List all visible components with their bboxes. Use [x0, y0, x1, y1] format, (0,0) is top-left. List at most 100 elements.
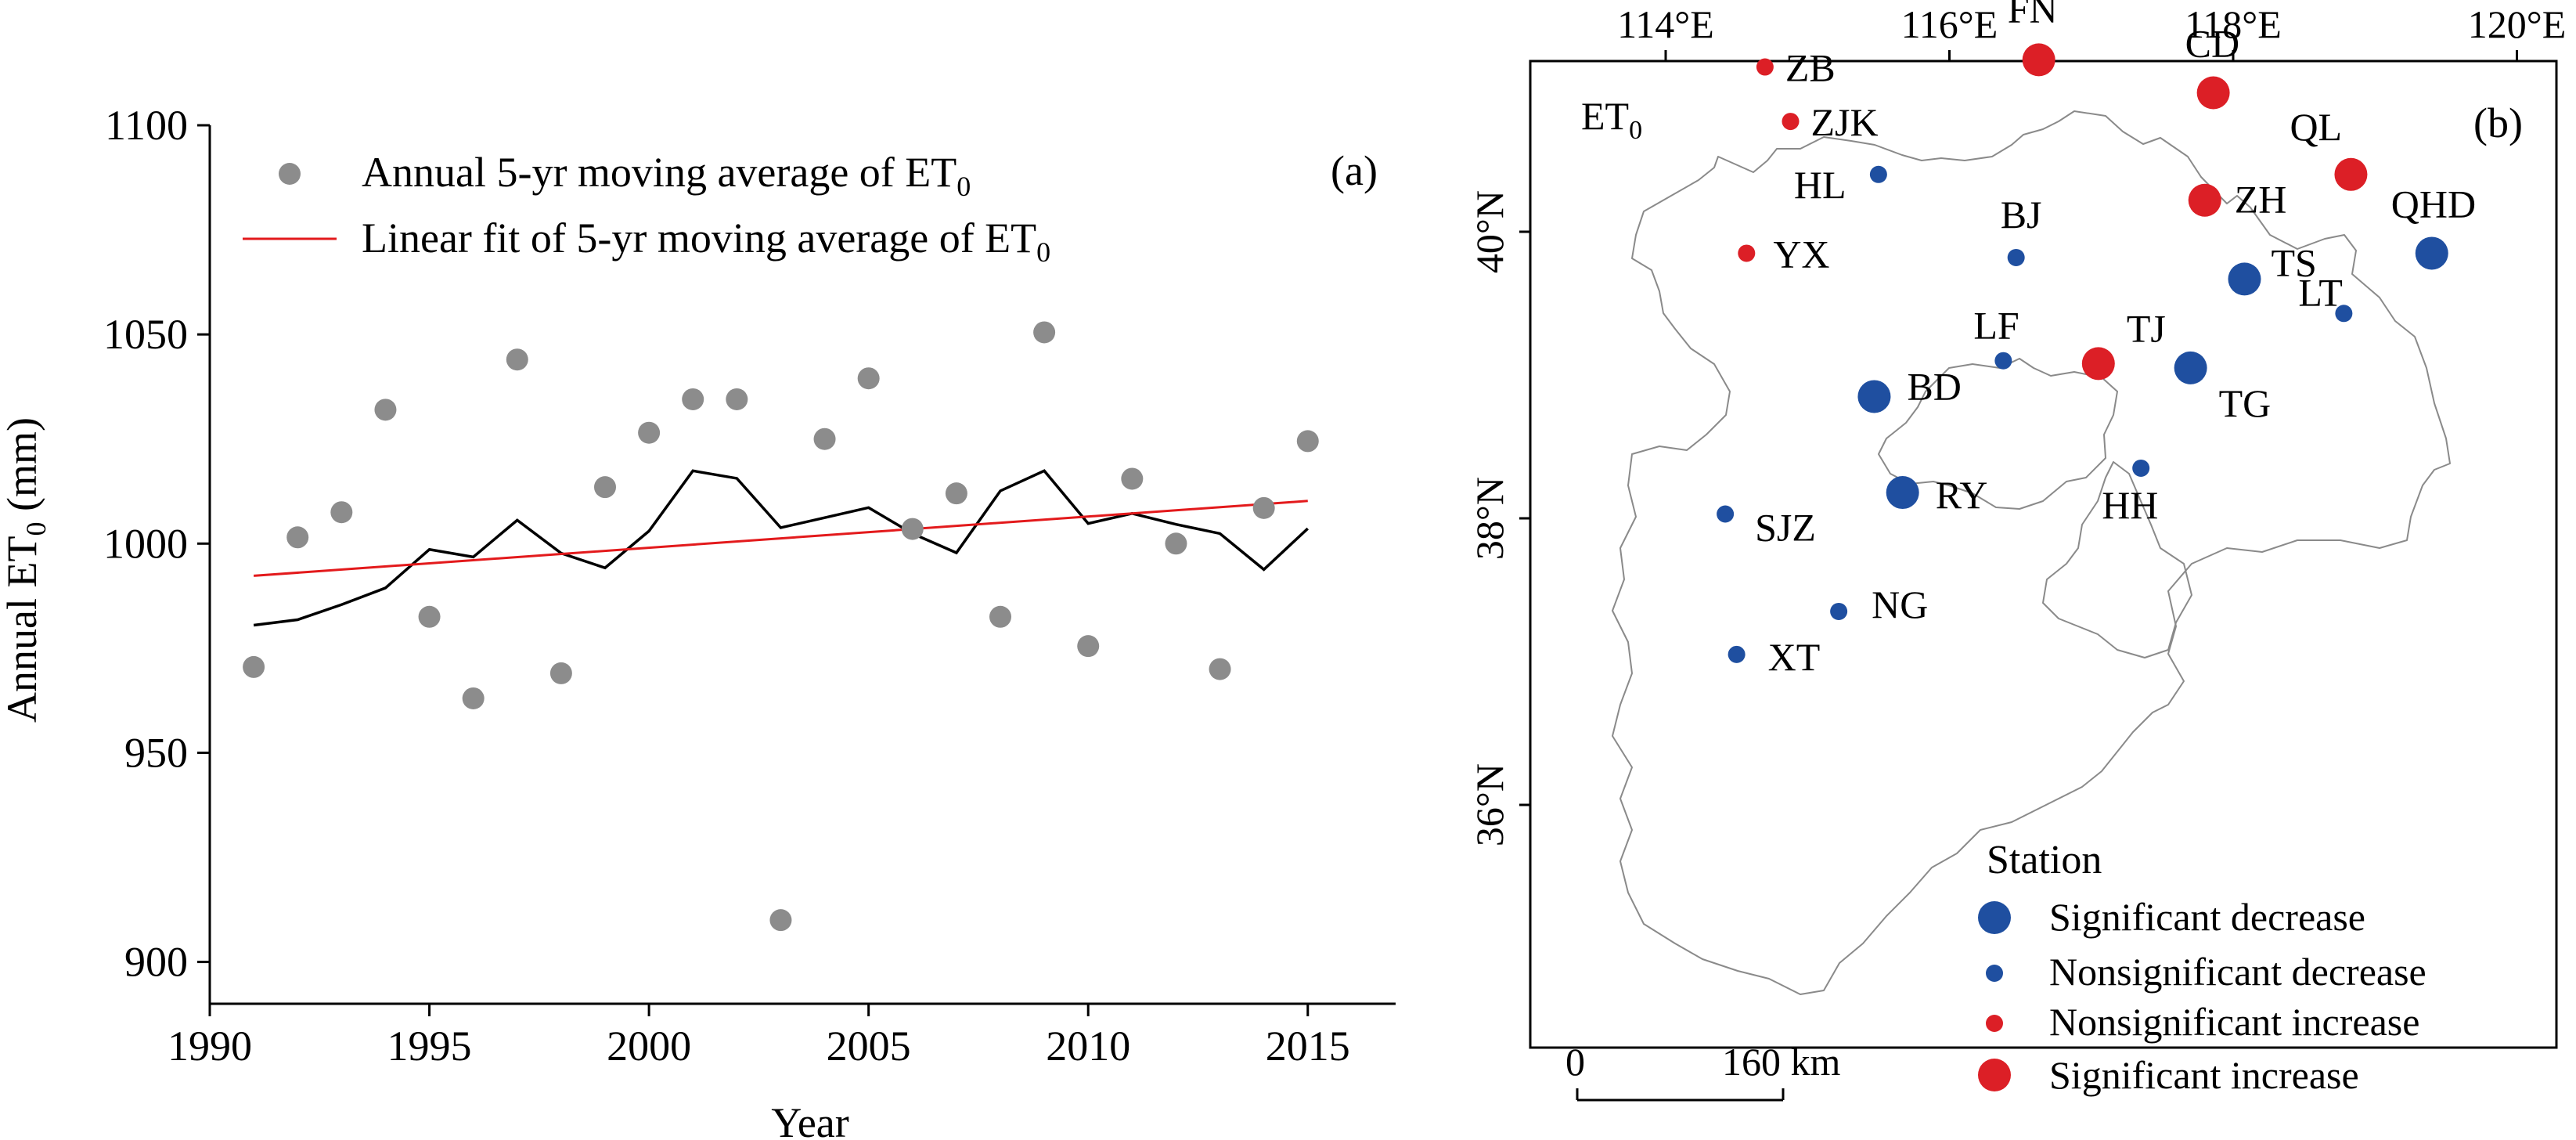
panel-a: 900 950 1000 1050 1100 1990 1995 2000 2005 2010 20…: [0, 102, 1396, 1140]
legend-nonsig-decrease-marker: [1986, 965, 2003, 982]
scale-bar-end: 160 km: [1722, 1040, 1841, 1084]
station-marker: [1756, 58, 1774, 76]
data-point: [813, 428, 836, 450]
legend-sig-increase-label: Significant increase: [2049, 1053, 2359, 1097]
moving-average-polyline: [253, 469, 1309, 627]
station-marker: [2188, 183, 2221, 217]
station-label: QHD: [2391, 182, 2476, 225]
station-label: CD: [2185, 21, 2239, 65]
data-point: [1209, 658, 1231, 680]
lon-tick-label: 114°E: [1617, 2, 1714, 46]
legend-nonsig-increase-marker: [1986, 1015, 2003, 1032]
legend-points-label: Annual 5-yr moving average of ET0: [362, 149, 971, 202]
region-boundaries: [1612, 110, 2451, 995]
scale-bar: 0 160 km: [1565, 1040, 1841, 1102]
panel-b-label: (b): [2473, 99, 2523, 146]
station-label: HH: [2102, 483, 2158, 527]
station-label: XT: [1768, 635, 1821, 679]
station-markers: WCFNCDZBZJKHLQLZHQHDBJYXTSLTLFTJTGBDRYHH…: [1717, 0, 2476, 679]
station-marker: [1717, 505, 1735, 523]
legend-sig-decrease-label: Significant decrease: [2049, 895, 2365, 939]
station-marker: [2132, 459, 2150, 477]
legend-fit-label: Linear fit of 5-yr moving average of ET0: [362, 215, 1050, 268]
station-label: BJ: [2001, 193, 2042, 236]
station-label: HL: [1794, 163, 1846, 207]
lon-tick-label: 118°E: [2185, 2, 2282, 46]
y-tick-label: 1100: [105, 102, 188, 149]
data-point: [286, 526, 309, 549]
panel-a-label: (a): [1331, 147, 1378, 194]
station-marker: [2022, 43, 2055, 77]
hebei-outer-boundary: [1612, 110, 2451, 995]
beijing-boundary: [1878, 358, 2118, 510]
data-point: [1077, 635, 1100, 658]
x-tick-label: 1990: [168, 1023, 252, 1070]
station-label: NG: [1872, 583, 1928, 626]
lat-tick-label: 38°N: [1468, 477, 1511, 560]
station-marker: [1782, 113, 1800, 131]
station-label: TJ: [2127, 306, 2166, 350]
data-point: [1033, 321, 1056, 344]
data-point: [330, 501, 353, 524]
scale-bar-zero: 0: [1565, 1040, 1585, 1084]
station-label: TS: [2272, 240, 2317, 284]
station-marker: [2335, 305, 2353, 323]
station-marker: [1886, 476, 1919, 510]
data-point: [857, 367, 880, 390]
data-point: [1165, 532, 1187, 555]
x-tick-label: 1995: [387, 1023, 472, 1070]
x-axis-title: Year: [771, 1099, 849, 1140]
moving-average-line: [253, 469, 1309, 627]
station-label: SJZ: [1755, 506, 1816, 550]
y-axis-title: Annual ET0 (mm): [0, 417, 52, 723]
data-point: [989, 605, 1011, 628]
scatter-points: [243, 321, 1319, 932]
station-marker: [2174, 351, 2207, 384]
data-point: [769, 909, 792, 932]
map-variable-label: ET0: [1581, 94, 1642, 145]
station-label: ZB: [1785, 46, 1836, 90]
data-point: [549, 662, 572, 684]
legend-sig-increase-marker: [1978, 1059, 2011, 1091]
data-point: [945, 482, 967, 505]
legend-nonsig-decrease-label: Nonsignificant decrease: [2049, 950, 2426, 994]
station-marker: [1728, 645, 1746, 663]
station-marker: [2228, 262, 2261, 296]
data-point: [243, 655, 265, 678]
data-point: [1252, 496, 1275, 519]
legend-nonsig-increase-label: Nonsignificant increase: [2049, 1000, 2419, 1044]
x-tick-label: 2005: [827, 1023, 911, 1070]
data-point: [638, 421, 661, 444]
data-point: [506, 348, 528, 371]
data-point: [1121, 467, 1144, 490]
data-point: [462, 687, 485, 709]
station-label: BD: [1907, 364, 1961, 408]
y-tick-label: 950: [124, 729, 188, 776]
station-marker: [1869, 165, 1887, 183]
station-label: LT: [2298, 270, 2343, 314]
data-point: [901, 518, 924, 540]
panel-a-axes: 900 950 1000 1050 1100 1990 1995 2000 2005 2010 20…: [103, 102, 1396, 1070]
data-point: [1296, 430, 1319, 453]
station-marker: [2007, 248, 2025, 266]
map-legend: Station Significant decrease Nonsignific…: [1978, 838, 2426, 1097]
station-marker: [1830, 602, 1848, 620]
station-marker: [2334, 157, 2368, 191]
station-label: TG: [2219, 381, 2272, 425]
legend-point-marker: [279, 163, 301, 185]
data-point: [374, 399, 397, 421]
linear-fit-line: [254, 500, 1308, 577]
data-point: [418, 605, 441, 628]
station-label: ZH: [2235, 178, 2287, 222]
station-label: ZJK: [1811, 100, 1879, 144]
station-marker: [1857, 380, 1891, 413]
y-tick-label: 1000: [103, 520, 188, 567]
station-marker: [2081, 347, 2115, 381]
station-label: RY: [1936, 473, 1988, 517]
station-label: QL: [2290, 105, 2342, 149]
data-point: [726, 388, 748, 410]
station-marker: [2196, 76, 2230, 110]
